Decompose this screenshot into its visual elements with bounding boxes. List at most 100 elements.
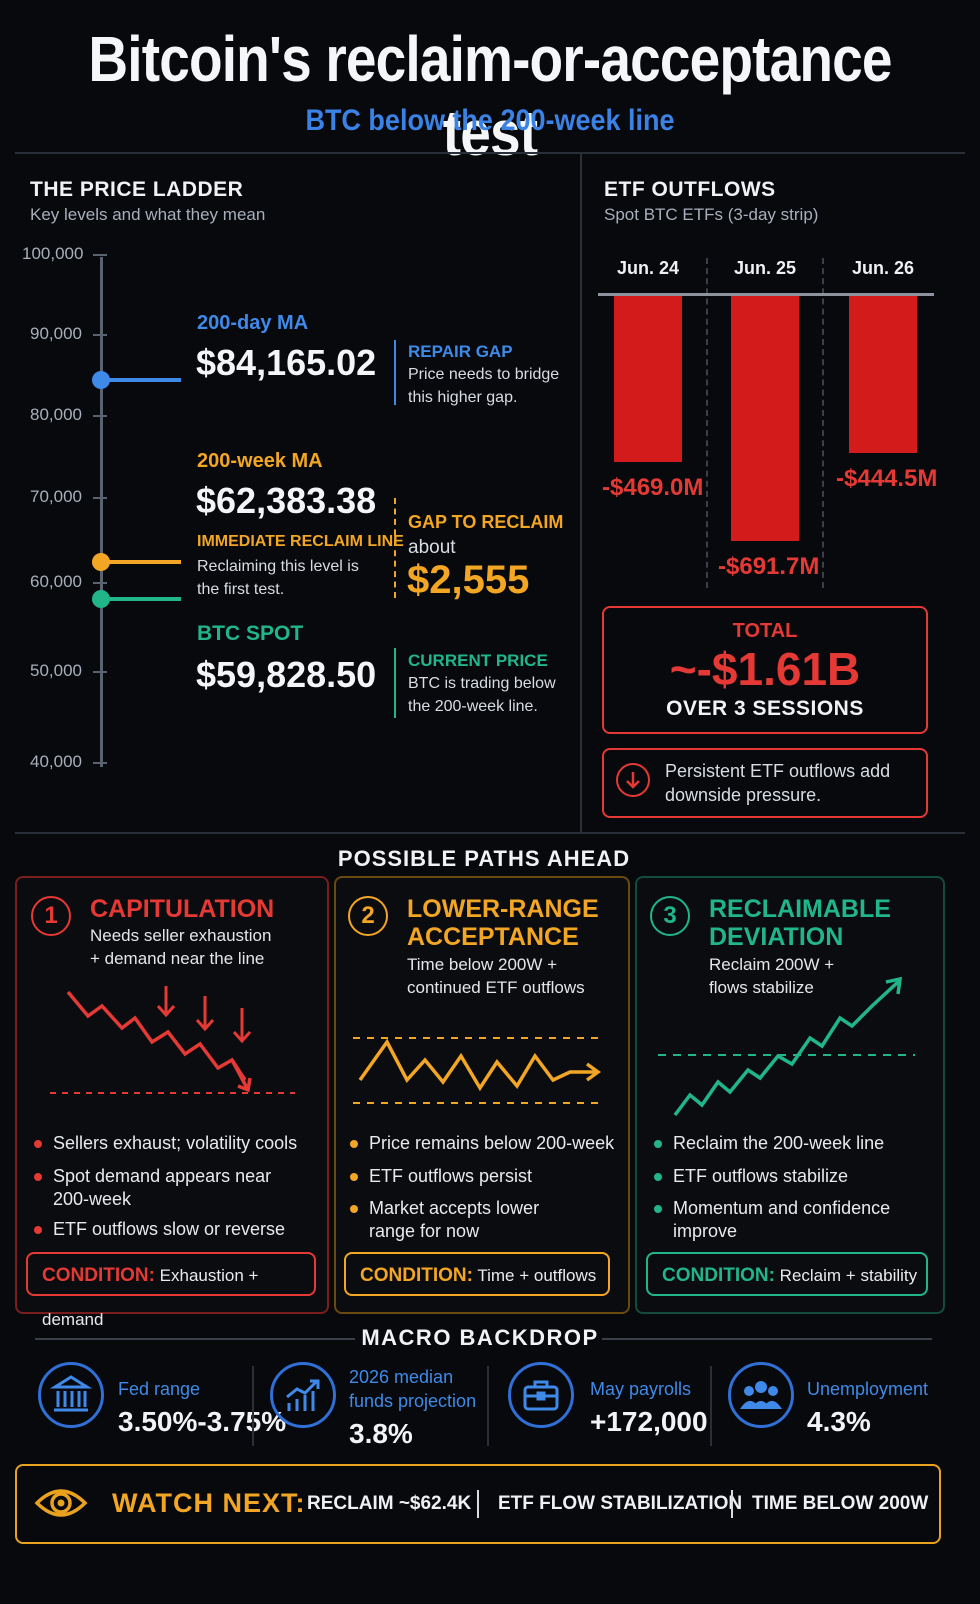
- spot-value: $59,828.50: [196, 654, 377, 695]
- etf-note-line2: downside pressure.: [665, 785, 822, 805]
- etf-bar: [614, 296, 682, 463]
- divider: [15, 832, 965, 834]
- arrow-down-icon: [616, 763, 650, 797]
- etf-bar: [731, 296, 799, 541]
- card-sub-2: + demand near the line: [90, 949, 265, 968]
- watch-item: ETF FLOW STABILIZATION: [498, 1493, 743, 1514]
- reclaim-line-tag: IMMEDIATE RECLAIM LINE: [197, 533, 404, 550]
- card-number: 2: [348, 896, 388, 936]
- condition-box: CONDITION: Reclaim + stability: [646, 1252, 928, 1296]
- bullet-text: ETF outflows slow or reverse: [53, 1219, 286, 1239]
- etf-total-box: [602, 606, 928, 734]
- etf-bar: [849, 296, 917, 454]
- ma200d-label: 200-day MA: [197, 312, 309, 334]
- spot-marker: [92, 590, 110, 608]
- gap-reclaim-value: $2,555: [407, 558, 530, 602]
- card-sub-2: flows stabilize: [709, 978, 814, 997]
- spot-label: BTC SPOT: [197, 622, 304, 645]
- macro-label: Fed range: [118, 1379, 201, 1399]
- bullet-text: Price remains below 200-week: [369, 1133, 615, 1153]
- divider: [602, 1338, 932, 1340]
- macro-label: May payrolls: [590, 1379, 692, 1399]
- briefcase-icon: [508, 1362, 574, 1428]
- bullet-dot: [34, 1140, 42, 1148]
- bullet-dot: [350, 1173, 358, 1181]
- ladder-tick-label: 80,000: [30, 405, 82, 424]
- path-card-lower-range: [334, 876, 630, 1314]
- eye-icon: [34, 1482, 88, 1529]
- etf-date-2: Jun. 25: [733, 258, 797, 278]
- ma200w-marker: [92, 553, 110, 571]
- card-number: 1: [31, 896, 71, 936]
- etf-note-box: [602, 748, 928, 818]
- bullet-text: Sellers exhaust; volatility cools: [53, 1133, 298, 1153]
- paths-title: POSSIBLE PATHS AHEAD: [337, 846, 631, 871]
- watch-sep: [731, 1490, 733, 1518]
- card-title: CAPITULATION: [90, 895, 275, 923]
- condition-text: Exhaustion + demand: [42, 1266, 259, 1329]
- etf-subtitle: Spot BTC ETFs (3-day strip): [604, 205, 819, 224]
- ladder-subtitle: Key levels and what they mean: [30, 205, 266, 224]
- current-price-line1: BTC is trading below: [408, 675, 556, 692]
- etf-bar-label: -$444.5M: [836, 465, 938, 493]
- etf-total-sub: OVER 3 SESSIONS: [666, 697, 864, 720]
- ma200d-line: [103, 378, 181, 382]
- ladder-axis-line: [100, 257, 103, 767]
- card-title: RECLAIMABLE: [709, 895, 891, 923]
- card-sub-1: Needs seller exhaustion: [90, 926, 272, 945]
- condition-label: CONDITION:: [42, 1265, 155, 1286]
- card-sub-1: Time below 200W +: [407, 955, 558, 974]
- condition-text: Time + outflows: [477, 1266, 597, 1285]
- gap-bracket: [394, 498, 396, 598]
- bank-icon: [38, 1362, 104, 1428]
- card-sub-2: continued ETF outflows: [407, 978, 585, 997]
- macro-sep: [252, 1366, 254, 1446]
- watch-sep: [477, 1490, 479, 1518]
- reclaim-line-text-2: the first test.: [197, 581, 285, 598]
- bullet-dot: [654, 1205, 662, 1213]
- current-price-line2: the 200-week line.: [408, 698, 538, 715]
- bullet-text: ETF outflows stabilize: [673, 1166, 849, 1186]
- card-title-2: DEVIATION: [709, 923, 844, 951]
- path-card-reclaimable: [635, 876, 945, 1314]
- macro-title: MACRO BACKDROP: [361, 1325, 599, 1350]
- etf-sep-2: [822, 258, 824, 588]
- repair-gap-title: REPAIR GAP: [408, 342, 513, 361]
- bullet-dot: [34, 1226, 42, 1234]
- etf-note-line1: Persistent ETF outflows add: [665, 761, 891, 781]
- ladder-tick-label: 70,000: [30, 487, 82, 506]
- repair-gap-bar: [394, 340, 396, 405]
- ma200d-marker: [92, 371, 110, 389]
- watch-item: TIME BELOW 200W: [752, 1493, 929, 1514]
- spot-line: [103, 597, 181, 601]
- etf-baseline: [598, 293, 934, 296]
- bullet-text: ETF outflows persist: [369, 1166, 533, 1186]
- card-number: 3: [650, 896, 690, 936]
- bullet-text: Market accepts lower: [369, 1198, 540, 1218]
- card-sub-1: Reclaim 200W +: [709, 955, 835, 974]
- condition-box: CONDITION: Time + outflows: [344, 1252, 610, 1296]
- etf-date-3: Jun. 26: [851, 258, 915, 278]
- etf-total-value: ~-$1.61B: [669, 643, 861, 695]
- etf-date-1: Jun. 24: [616, 258, 680, 278]
- bullet-text: Spot demand appears near: [53, 1166, 272, 1186]
- reclaim-line-text-1: Reclaiming this level is: [197, 558, 359, 575]
- bullet-text: 200-week: [53, 1189, 132, 1209]
- etf-bar-label: -$469.0M: [602, 474, 704, 502]
- page-subtitle: BTC below the 200-week line: [305, 104, 675, 137]
- macro-label: 2026 median: [349, 1367, 454, 1387]
- bullet-text: improve: [673, 1221, 738, 1241]
- ladder-tick-label: 50,000: [30, 661, 82, 680]
- bullet-dot: [350, 1140, 358, 1148]
- repair-gap-line1: Price needs to bridge: [408, 366, 560, 383]
- watch-item: RECLAIM ~$62.4K: [307, 1493, 472, 1514]
- divider: [35, 1338, 355, 1340]
- condition-text: Reclaim + stability: [779, 1266, 918, 1285]
- macro-label: Unemployment: [807, 1379, 929, 1399]
- section-divider: [580, 153, 582, 833]
- gap-reclaim-title: GAP TO RECLAIM: [408, 512, 564, 532]
- path-card-capitulation: [15, 876, 329, 1314]
- people-icon: [728, 1362, 794, 1428]
- ladder-tick-label: 60,000: [30, 572, 82, 591]
- bullet-text: Reclaim the 200-week line: [673, 1133, 885, 1153]
